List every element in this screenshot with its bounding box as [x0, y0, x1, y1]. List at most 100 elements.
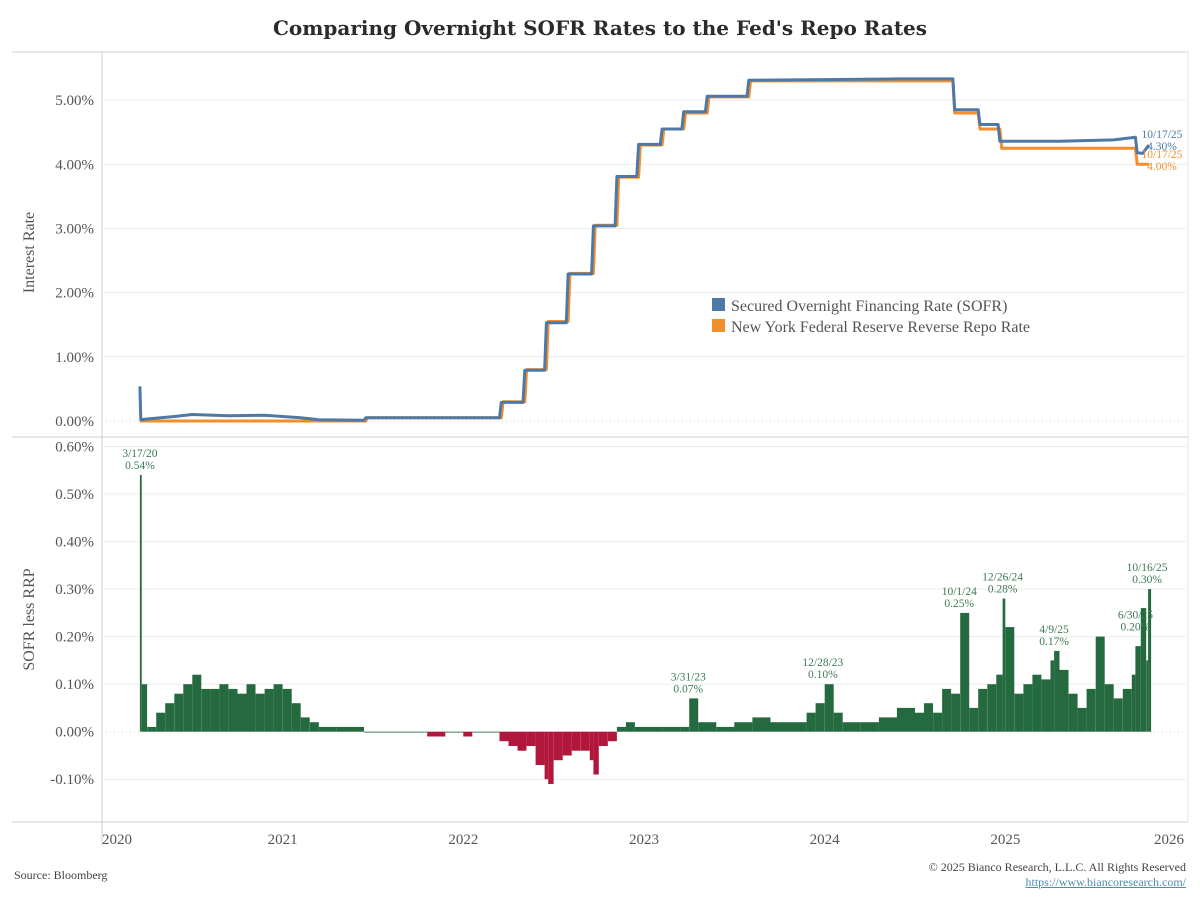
spread-bar — [427, 731, 446, 737]
spread-bar — [933, 712, 943, 732]
y-axis-title-bottom: SOFR less RRP — [21, 568, 38, 670]
spread-bar — [1059, 669, 1069, 732]
spread-bar — [463, 731, 473, 737]
sofr-line — [138, 77, 1151, 422]
spread-bar — [1032, 674, 1042, 732]
copyright-block: © 2025 Bianco Research, L.L.C. All Right… — [929, 860, 1186, 890]
x-tick-label: 2023 — [629, 832, 659, 848]
legend-label-sofr: Secured Overnight Financing Rate (SOFR) — [731, 298, 1007, 315]
spread-bar — [548, 731, 554, 784]
y-tick-label: 0.20% — [55, 630, 94, 646]
spread-bar — [978, 688, 988, 732]
spread-bar — [1086, 688, 1096, 732]
x-tick-label: 2024 — [810, 832, 841, 848]
spread-bar — [878, 717, 897, 732]
spread-bar — [1005, 627, 1015, 732]
bar-annotation-date: 12/26/24 — [982, 572, 1023, 584]
spread-bar — [951, 693, 961, 732]
spread-bar — [580, 731, 590, 751]
spread-bar — [391, 731, 428, 733]
end-label-date: 10/17/25 — [1142, 149, 1183, 161]
spread-bar — [526, 731, 536, 746]
spread-bar — [860, 722, 879, 732]
spread-bar — [562, 731, 572, 756]
spread-bar — [1050, 660, 1055, 732]
spread-bar — [924, 703, 933, 732]
y-tick-label: 0.10% — [55, 677, 94, 693]
spread-bar — [472, 731, 482, 733]
spread-bar — [734, 722, 753, 732]
bar-annotation-value: 0.17% — [1039, 636, 1069, 648]
legend-swatch-sofr — [712, 298, 725, 311]
end-label-date: 10/17/25 — [1142, 129, 1183, 141]
spread-bar — [806, 712, 816, 732]
spread-bar — [1131, 674, 1136, 732]
x-tick-label: 2025 — [990, 832, 1020, 848]
x-tick-label: 2026 — [1154, 832, 1185, 848]
spread-bar — [1068, 693, 1078, 732]
spread-bar — [1122, 688, 1132, 732]
x-axis: 2020 2021 2022 2023 2024 2025 2026 — [102, 832, 1185, 848]
bar-annotation-date: 10/16/25 — [1127, 562, 1168, 574]
spread-bar — [716, 726, 735, 732]
legend-swatch-rrp — [712, 319, 725, 332]
spread-bar — [481, 731, 500, 733]
chart-title: Comparing Overnight SOFR Rates to the Fe… — [272, 16, 928, 40]
spread-bar — [607, 731, 617, 742]
spread-bar — [571, 731, 581, 751]
spread-bar — [141, 684, 148, 732]
bar-annotation-value: 0.25% — [944, 598, 974, 610]
y-tick-label: 2.00% — [55, 286, 94, 302]
y-axis-title-top: Interest Rate — [21, 212, 38, 293]
spread-bar — [644, 726, 663, 732]
spread-bar — [824, 684, 834, 732]
spread-bar — [291, 703, 301, 732]
spread-bar — [616, 726, 626, 732]
spread-bar — [364, 731, 392, 733]
x-tick-label: 2020 — [102, 832, 132, 848]
end-label-value: 4.30% — [1147, 141, 1177, 153]
bar-annotation-value: 0.30% — [1132, 574, 1162, 586]
bar-annotation-value: 0.10% — [808, 669, 838, 681]
spread-bar — [625, 722, 635, 732]
spread-bar — [147, 726, 157, 732]
y-tick-label: 0.40% — [55, 535, 94, 551]
spread-bar — [246, 684, 256, 732]
spread-bar — [445, 731, 464, 733]
spread-bar — [915, 712, 924, 732]
bar-annotation-date: 3/31/23 — [671, 671, 706, 683]
legend: Secured Overnight Financing Rate (SOFR) … — [712, 298, 1030, 336]
bar-annotation-value: 0.07% — [673, 683, 703, 695]
spread-bar — [698, 722, 717, 732]
website-link[interactable]: https://www.biancoresearch.com/ — [1025, 875, 1186, 889]
spread-bar — [942, 688, 952, 732]
bottom-panel: -0.10% 0.00% 0.10% 0.20% 0.30% 0.40% 0.50% 0.60… — [12, 440, 1188, 823]
spread-bar — [842, 722, 861, 732]
spread-bar — [598, 731, 608, 746]
legend-label-rrp: New York Federal Reserve Reverse Repo Ra… — [731, 319, 1030, 336]
spread-bar — [833, 712, 843, 732]
spread-bar — [228, 688, 238, 732]
bar-annotation-date: 12/28/23 — [802, 657, 843, 669]
y-tick-label: 0.00% — [55, 414, 94, 430]
bar-annotation-date: 6/30/25 — [1118, 610, 1153, 622]
spread-bar — [336, 726, 364, 732]
copyright-text: © 2025 Bianco Research, L.L.C. All Right… — [928, 860, 1186, 874]
spread-bar — [960, 612, 970, 732]
x-tick-label: 2021 — [268, 832, 298, 848]
spread-bar — [788, 722, 807, 732]
spread-bar — [517, 731, 527, 751]
y-tick-label: -0.10% — [50, 772, 94, 788]
spread-bar — [535, 731, 545, 765]
bar-annotation-value: 0.28% — [988, 584, 1018, 596]
spread-bar — [300, 717, 310, 732]
y-tick-label: 0.00% — [55, 725, 94, 741]
spread-bar — [139, 475, 142, 732]
spread-bar — [1140, 608, 1147, 732]
y-tick-label: 0.30% — [55, 582, 94, 598]
spread-bar — [1095, 636, 1105, 732]
bar-annotation-date: 4/9/25 — [1039, 624, 1069, 636]
spread-bar — [589, 731, 594, 761]
source-note: Source: Bloomberg — [14, 868, 108, 882]
